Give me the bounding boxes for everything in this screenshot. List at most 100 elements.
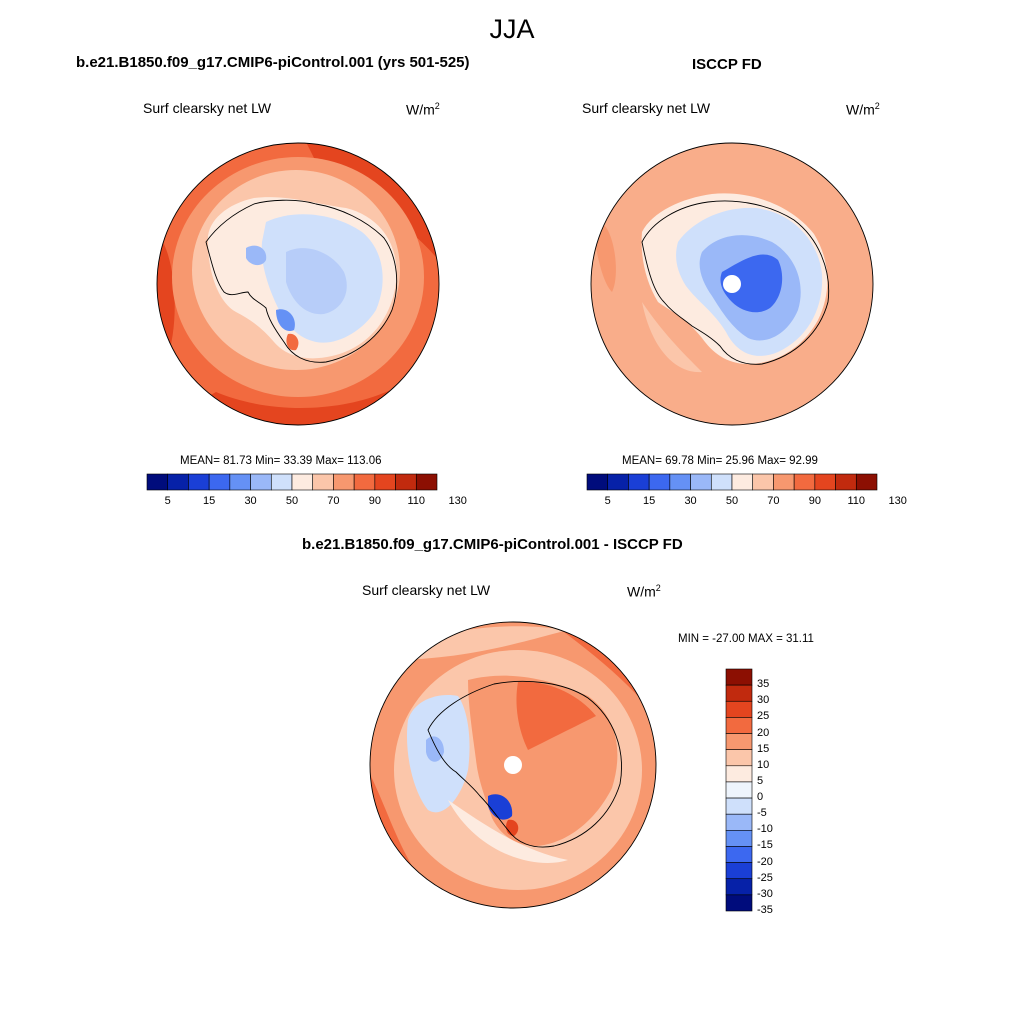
map-obs-pole-hole (723, 275, 741, 293)
colorbar-tick-label: 70 (767, 495, 780, 507)
panel-title-diff: b.e21.B1850.f09_g17.CMIP6-piControl.001 … (302, 536, 683, 553)
colorbar-tick-label: 25 (757, 710, 770, 723)
map-diff-border (369, 621, 657, 909)
colorbar-tick-label: 5 (164, 495, 171, 507)
colorbar-tick-label: 10 (757, 758, 770, 771)
map-obs-border (590, 142, 874, 426)
map-diff (369, 621, 657, 909)
colorbar-tick-label: 90 (808, 495, 821, 507)
colorbar-box (725, 813, 753, 831)
colorbar-box (628, 473, 650, 491)
units-label-obs: W/m2 (846, 101, 880, 118)
colorbar-box (725, 684, 753, 702)
map-diff-continent-hot (516, 681, 596, 750)
stats-model: MEAN= 81.73 Min= 33.39 Max= 113.06 (180, 455, 382, 467)
colorbar-box (333, 473, 355, 491)
colorbar-tick-label: -20 (757, 855, 773, 868)
colorbar-box (814, 473, 836, 491)
colorbar-tick-label: 35 (757, 678, 770, 691)
colorbar-box (312, 473, 334, 491)
colorbar-box (725, 797, 753, 815)
colorbar-tick-label: 20 (757, 726, 770, 739)
colorbar-box (855, 473, 878, 491)
colorbar-box (208, 473, 231, 491)
colorbar-tick-label: -10 (757, 823, 773, 836)
colorbar-obs (586, 473, 878, 491)
colorbar-tick-label: 15 (203, 495, 216, 507)
colorbar-box (270, 473, 293, 491)
colorbar-box (725, 668, 753, 686)
colorbar-box (395, 473, 417, 491)
colorbar-box (586, 473, 609, 491)
colorbar-diff (725, 668, 753, 912)
map-model-weddell-patch (276, 309, 295, 332)
colorbar-tick-label: 5 (757, 774, 764, 787)
colorbar-tick-label: 110 (847, 495, 866, 507)
colorbar-box (835, 473, 857, 491)
colorbar-box (725, 830, 753, 847)
map-model-blue-patch (246, 245, 267, 266)
map-diff-band-north (388, 626, 568, 660)
map-obs (590, 142, 874, 426)
panel-title-obs: ISCCP FD (692, 56, 762, 73)
colorbar-box (229, 473, 251, 491)
colorbar-tick-label: 5 (604, 495, 611, 507)
colorbar-tick-label: -5 (757, 807, 767, 820)
map-model-coastline (205, 199, 398, 363)
colorbar-box (146, 473, 169, 491)
variable-label-diff: Surf clearsky net LW (362, 582, 491, 598)
colorbar-box (793, 473, 816, 491)
colorbar-box (773, 473, 795, 491)
map-model-border (156, 142, 440, 426)
colorbar-box (731, 473, 754, 491)
colorbar-diff-ticks: 35 30 25 20 15 10 5 0 -5 -10 -15 -20 -25 -30 -35 (757, 669, 797, 916)
variable-label-obs: Surf clearsky net LW (582, 100, 711, 116)
colorbar-box (725, 781, 753, 799)
colorbar-box (353, 473, 376, 491)
colorbar-box (291, 473, 314, 491)
colorbar-model (146, 473, 438, 491)
map-model-red-patch (286, 333, 299, 351)
units-label-model: W/m2 (406, 101, 440, 118)
map-obs-coastline (641, 200, 830, 365)
colorbar-tick-label: 50 (725, 495, 739, 507)
figure-title: JJA (489, 14, 535, 44)
map-diff-weddell-blue (488, 794, 513, 820)
colorbar-model-ticks: 5 15 30 50 70 90 110 130 (147, 495, 467, 509)
colorbar-box (690, 473, 712, 491)
colorbar-box (188, 473, 210, 491)
colorbar-tick-label: 130 (888, 495, 907, 507)
colorbar-box (725, 700, 753, 718)
colorbar-box (725, 894, 753, 912)
colorbar-tick-label: -30 (757, 887, 773, 900)
panel-title-model: b.e21.B1850.f09_g17.CMIP6-piControl.001 … (76, 54, 470, 71)
map-model (156, 142, 440, 426)
map-diff-pole-hole (504, 756, 522, 774)
colorbar-tick-label: 50 (285, 495, 299, 507)
colorbar-obs-boxes (586, 473, 878, 491)
colorbar-box (725, 717, 753, 734)
map-model-interior-core (286, 248, 347, 315)
colorbar-obs-ticks: 5 15 30 50 70 90 110 130 (587, 495, 907, 509)
colorbar-tick-label: -35 (757, 904, 773, 916)
map-diff-west-deep (426, 736, 444, 762)
colorbar-tick-label: 30 (684, 495, 697, 507)
colorbar-tick-label: -15 (757, 839, 773, 852)
colorbar-box (167, 473, 189, 491)
colorbar-box (415, 473, 438, 491)
map-obs-interior-deep (720, 254, 783, 313)
colorbar-diff-boxes (725, 668, 753, 912)
colorbar-box (607, 473, 629, 491)
colorbar-box (725, 749, 753, 767)
colorbar-box (725, 862, 753, 880)
colorbar-tick-label: 30 (244, 495, 257, 507)
colorbar-box (725, 846, 753, 863)
colorbar-tick-label: 110 (407, 495, 426, 507)
colorbar-box (725, 765, 753, 783)
units-label-diff: W/m2 (627, 583, 661, 600)
colorbar-box (725, 733, 753, 750)
colorbar-box (648, 473, 671, 491)
colorbar-tick-label: 0 (757, 791, 764, 804)
colorbar-model-boxes (146, 473, 438, 491)
map-diff-coastline (427, 680, 622, 848)
